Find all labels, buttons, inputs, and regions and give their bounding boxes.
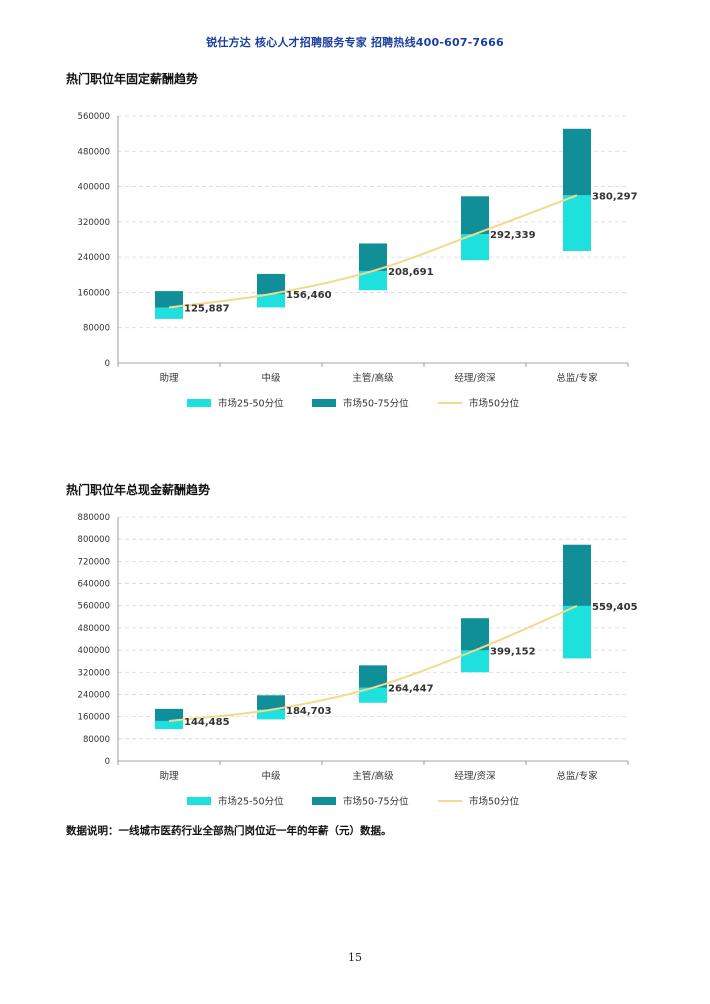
data-label: 144,485 bbox=[184, 717, 230, 728]
y-tick-label: 160000 bbox=[78, 713, 110, 723]
bar-p50-75 bbox=[359, 243, 387, 271]
bar-p50-75 bbox=[257, 273, 285, 294]
category-label: 中级 bbox=[261, 770, 281, 782]
category-label: 主管/高级 bbox=[352, 770, 394, 782]
legend-swatch bbox=[312, 399, 336, 407]
legend-swatch bbox=[187, 797, 211, 805]
page-number: 15 bbox=[348, 951, 362, 964]
bar-p25-50 bbox=[563, 605, 591, 659]
bar-p50-75 bbox=[257, 695, 285, 710]
chart-1-title: 热门职位年固定薪酬趋势 bbox=[66, 72, 199, 86]
bar-p25-50 bbox=[257, 293, 285, 308]
bar-p50-75 bbox=[461, 196, 489, 235]
category-label: 总监/专家 bbox=[556, 372, 598, 384]
bar-p50-75 bbox=[563, 128, 591, 196]
bar-p25-50 bbox=[155, 307, 183, 319]
data-label: 292,339 bbox=[490, 230, 536, 241]
page-header: 锐仕方达 核心人才招聘服务专家 招聘热线400-607-7666 bbox=[206, 36, 504, 49]
y-tick-label: 320000 bbox=[78, 668, 110, 678]
y-tick-label: 640000 bbox=[78, 580, 110, 590]
bar-p50-75 bbox=[461, 618, 489, 651]
legend-label: 市场50分位 bbox=[469, 796, 520, 808]
category-label: 经理/资深 bbox=[454, 770, 496, 782]
chart-2: 0 80000 160000 240000 320000 400000 480000 5600… bbox=[78, 513, 638, 808]
bar-p50-75 bbox=[155, 291, 183, 308]
data-label: 559,405 bbox=[592, 602, 638, 613]
bar-p25-50 bbox=[359, 270, 387, 291]
bar-p50-75 bbox=[359, 665, 387, 688]
data-label: 208,691 bbox=[388, 267, 434, 278]
legend-swatch bbox=[312, 797, 336, 805]
y-tick-label: 400000 bbox=[78, 646, 110, 656]
y-tick-label: 240000 bbox=[78, 690, 110, 700]
chart-2-title: 热门职位年总现金薪酬趋势 bbox=[66, 483, 211, 497]
category-label: 助理 bbox=[159, 770, 179, 782]
category-label: 中级 bbox=[261, 372, 281, 384]
bar-p25-50 bbox=[563, 195, 591, 251]
legend-swatch bbox=[187, 399, 211, 407]
legend-label: 市场50-75分位 bbox=[343, 796, 409, 808]
bar-p50-75 bbox=[155, 708, 183, 721]
bar-p25-50 bbox=[257, 709, 285, 720]
category-label: 主管/高级 bbox=[352, 372, 394, 384]
y-tick-label: 0 bbox=[105, 757, 110, 767]
y-tick-label: 160000 bbox=[78, 288, 110, 298]
y-tick-label: 880000 bbox=[78, 513, 110, 523]
data-note: 数据说明：一线城市医药行业全部热门岗位近一年的年薪（元）数据。 bbox=[66, 825, 392, 837]
data-label: 184,703 bbox=[286, 706, 332, 717]
bar-p25-50 bbox=[359, 687, 387, 703]
y-tick-label: 240000 bbox=[78, 253, 110, 263]
bar-p25-50 bbox=[461, 650, 489, 673]
data-label: 125,887 bbox=[184, 303, 230, 314]
y-tick-label: 800000 bbox=[78, 535, 110, 545]
y-tick-label: 400000 bbox=[78, 183, 110, 193]
chart-1: 0 80000 160000 240000 320000 400000 480000 5600… bbox=[78, 112, 638, 410]
y-tick-label: 720000 bbox=[78, 557, 110, 567]
category-label: 助理 bbox=[159, 372, 179, 384]
legend-label: 市场50分位 bbox=[469, 398, 520, 410]
y-tick-label: 560000 bbox=[78, 602, 110, 612]
data-label: 399,152 bbox=[490, 646, 536, 657]
legend-label: 市场50-75分位 bbox=[343, 398, 409, 410]
legend-label: 市场25-50分位 bbox=[218, 398, 284, 410]
y-tick-label: 480000 bbox=[78, 147, 110, 157]
y-tick-label: 320000 bbox=[78, 218, 110, 228]
data-label: 156,460 bbox=[286, 290, 332, 301]
category-label: 经理/资深 bbox=[454, 372, 496, 384]
y-tick-label: 560000 bbox=[78, 112, 110, 122]
bar-p25-50 bbox=[155, 720, 183, 730]
data-label: 380,297 bbox=[592, 191, 638, 202]
data-label: 264,447 bbox=[388, 684, 434, 695]
median-line bbox=[168, 604, 578, 722]
y-tick-label: 80000 bbox=[83, 735, 110, 745]
category-label: 总监/专家 bbox=[556, 770, 598, 782]
y-tick-label: 480000 bbox=[78, 624, 110, 634]
y-tick-label: 80000 bbox=[83, 324, 110, 334]
bar-p50-75 bbox=[563, 544, 591, 606]
y-tick-label: 0 bbox=[105, 359, 110, 369]
median-line bbox=[168, 194, 578, 309]
legend-label: 市场25-50分位 bbox=[218, 796, 284, 808]
